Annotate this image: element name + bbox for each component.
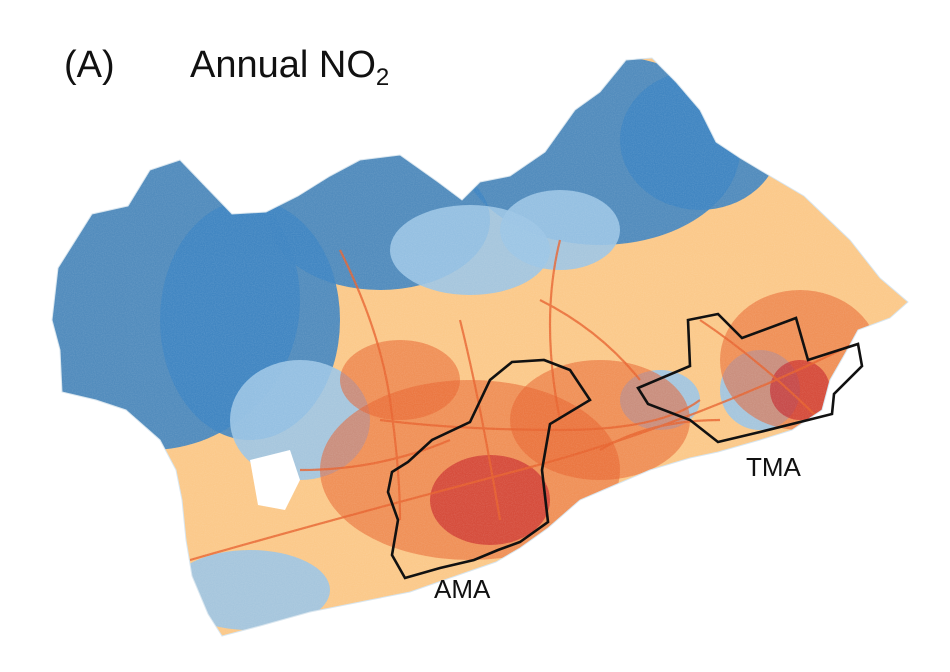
tma-label: TMA <box>746 452 801 482</box>
panel-label: (A) <box>64 44 115 86</box>
map-title-subscript: 2 <box>375 64 390 91</box>
ama-label: AMA <box>434 574 491 604</box>
tma-boundary[interactable] <box>636 312 864 444</box>
map-title: Annual NO2 <box>190 44 389 92</box>
ama-boundary[interactable] <box>386 358 592 580</box>
lake <box>250 450 300 510</box>
map-title-main: Annual NO <box>190 44 376 86</box>
